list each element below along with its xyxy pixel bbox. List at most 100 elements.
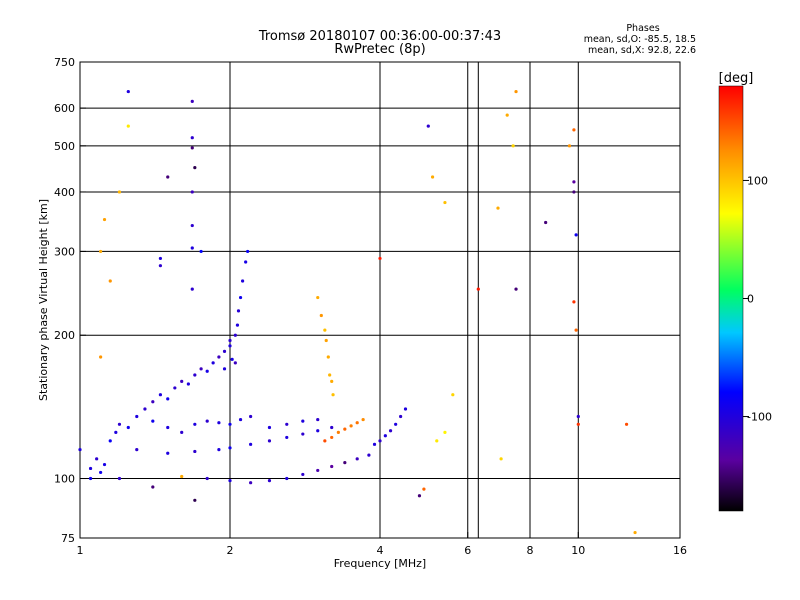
data-point [190, 223, 194, 228]
data-point [126, 124, 130, 128]
data-point [567, 144, 572, 148]
y-tick-label: 600 [54, 102, 75, 115]
data-point [117, 190, 122, 194]
data-point [180, 474, 184, 479]
data-point [544, 220, 548, 225]
data-point [633, 530, 637, 535]
data-point [190, 246, 194, 250]
data-point [443, 200, 447, 205]
data-point [331, 393, 335, 397]
data-point [417, 494, 422, 498]
data-point [166, 175, 170, 179]
data-point [426, 124, 430, 128]
data-point [576, 414, 580, 419]
data-point [193, 422, 197, 426]
data-point [403, 407, 408, 411]
data-point [330, 464, 334, 469]
x-tick-label: 4 [377, 544, 384, 557]
data-point [186, 382, 190, 386]
data-point [166, 451, 170, 455]
data-point [166, 425, 170, 430]
data-point [228, 344, 232, 348]
data-point [193, 373, 197, 377]
data-point [505, 113, 509, 117]
data-point [372, 442, 377, 446]
data-point [316, 417, 320, 422]
data-point [158, 393, 163, 397]
data-point [228, 479, 232, 483]
data-point [319, 313, 323, 318]
data-point [388, 429, 393, 433]
colorbar-tick-label: 0 [747, 293, 754, 306]
y-tick-label: 750 [54, 56, 75, 69]
phases-x-stats: mean, sd,X: 92.8, 22.6 [588, 45, 696, 56]
data-point [343, 427, 347, 431]
data-point [330, 379, 334, 383]
data-point [443, 430, 447, 434]
data-point [336, 430, 340, 434]
data-point [572, 128, 576, 132]
chart-title: Tromsø 20180107 00:36:00-00:37:43 [258, 29, 501, 44]
data-point [451, 393, 455, 397]
data-point [233, 333, 237, 337]
data-point [576, 422, 580, 426]
y-tick-label: 200 [54, 329, 75, 342]
y-tick-label: 300 [54, 245, 75, 258]
data-point [330, 425, 334, 430]
data-point [572, 300, 576, 304]
data-point [323, 328, 327, 332]
data-point [151, 419, 155, 423]
colorbar-ticks: 100 0 -100 [743, 174, 772, 424]
data-point [95, 457, 99, 461]
data-point [117, 422, 122, 426]
phases-o-stats: mean, sd,O: -85.5, 18.5 [584, 34, 696, 45]
data-point [285, 422, 289, 426]
data-point [222, 367, 227, 371]
data-point [205, 369, 209, 373]
data-point [285, 476, 289, 481]
data-point [238, 295, 243, 300]
data-point [193, 166, 197, 170]
data-point [114, 430, 118, 434]
y-axis-ticks: 75 100 200 300 400 500 600 750 [54, 56, 86, 545]
data-point [217, 448, 221, 452]
data-point [301, 432, 305, 436]
data-point [267, 479, 272, 483]
data-point [378, 256, 382, 261]
colorbar [718, 85, 744, 512]
data-point [399, 414, 403, 419]
data-point [99, 470, 103, 475]
data-point [238, 417, 243, 422]
data-point [324, 338, 328, 343]
data-point [193, 498, 197, 502]
data-point [316, 295, 320, 300]
data-point [249, 481, 253, 485]
x-tick-label: 16 [673, 544, 687, 557]
data-point [316, 429, 320, 433]
data-point [430, 175, 435, 179]
data-point [355, 457, 359, 461]
data-point [499, 457, 503, 461]
x-tick-label: 8 [527, 544, 534, 557]
data-point [135, 414, 139, 419]
data-point [199, 249, 203, 254]
data-point [236, 309, 241, 313]
data-point [301, 472, 305, 477]
chart-subtitle: RwPretec (8p) [334, 42, 425, 57]
data-point [199, 367, 203, 371]
data-point [158, 264, 163, 268]
data-point [343, 461, 347, 465]
data-point [244, 260, 248, 264]
data-point [514, 89, 518, 94]
data-point [394, 422, 398, 426]
x-axis-ticks: 1 2 4 6 8 10 16 [77, 532, 687, 557]
data-point [323, 439, 327, 443]
data-point [349, 424, 353, 428]
data-point [511, 144, 515, 148]
data-point [241, 279, 245, 283]
data-point [228, 422, 232, 426]
data-point [246, 249, 250, 254]
data-point [190, 136, 194, 140]
data-point [285, 435, 289, 440]
data-point [102, 462, 107, 467]
